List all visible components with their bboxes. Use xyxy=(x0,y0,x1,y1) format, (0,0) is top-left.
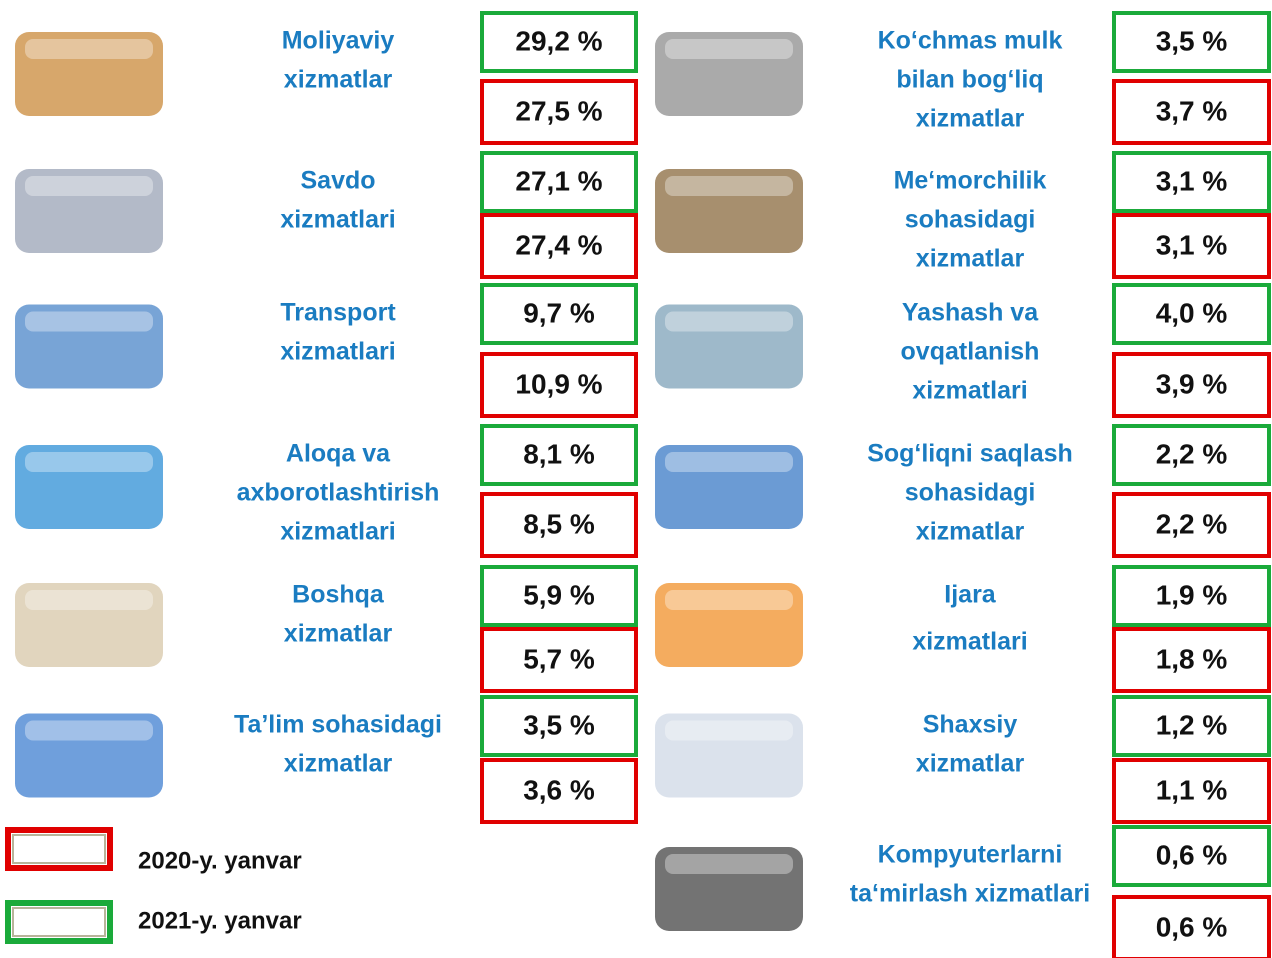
value-2020: 1,1 % xyxy=(1156,774,1228,805)
value-2020: 10,9 % xyxy=(515,368,602,399)
icon-shine xyxy=(665,590,793,610)
service-label: xizmatlar xyxy=(916,518,1025,546)
service-label: Ijara xyxy=(944,581,997,609)
value-2020: 8,5 % xyxy=(523,508,595,539)
service-label: Aloqa va xyxy=(286,440,391,468)
icon-shine xyxy=(665,721,793,741)
value-2020: 0,6 % xyxy=(1156,911,1228,942)
service-label: xizmatlari xyxy=(912,377,1027,405)
value-2020: 1,8 % xyxy=(1156,643,1228,674)
service-label: bilan bog‘liq xyxy=(896,66,1043,94)
service-label: xizmatlar xyxy=(284,66,393,94)
icon-shine xyxy=(25,590,153,610)
service-label: xizmatlari xyxy=(280,518,395,546)
value-2021: 9,7 % xyxy=(523,297,595,328)
value-2021: 3,5 % xyxy=(1156,25,1228,56)
service-label: xizmatlar xyxy=(284,620,393,648)
value-2020: 3,1 % xyxy=(1156,229,1228,260)
icon-shine xyxy=(25,39,153,59)
legend-2021: 2021-y. yanvar xyxy=(138,907,302,934)
service-label: Savdo xyxy=(300,167,375,195)
value-2021: 5,9 % xyxy=(523,579,595,610)
value-2020: 3,9 % xyxy=(1156,368,1228,399)
service-label: sohasidagi xyxy=(905,206,1036,234)
service-label: Kompyuterlarni xyxy=(878,841,1063,869)
icon-shine xyxy=(665,312,793,332)
service-label: Transport xyxy=(280,299,396,327)
service-label: ta‘mirlash xizmatlari xyxy=(850,880,1090,908)
service-label: Yashash va xyxy=(902,299,1039,327)
service-label: Boshqa xyxy=(292,581,385,609)
service-label: Ko‘chmas mulk xyxy=(878,27,1063,55)
value-2021: 2,2 % xyxy=(1156,438,1228,469)
service-label: Me‘morchilik xyxy=(894,167,1047,195)
value-2021: 8,1 % xyxy=(523,438,595,469)
value-2021: 1,2 % xyxy=(1156,709,1228,740)
value-2020: 3,7 % xyxy=(1156,95,1228,126)
icon-shine xyxy=(665,452,793,472)
value-2021: 29,2 % xyxy=(515,25,602,56)
legend-2020: 2020-y. yanvar xyxy=(138,847,302,874)
icon-shine xyxy=(665,854,793,874)
service-label: xizmatlar xyxy=(916,105,1025,133)
value-2020: 27,5 % xyxy=(515,95,602,126)
icon-shine xyxy=(25,452,153,472)
icon-shine xyxy=(25,176,153,196)
value-2021: 3,5 % xyxy=(523,709,595,740)
value-2021: 4,0 % xyxy=(1156,297,1228,328)
service-label: Sog‘liqni saqlash xyxy=(867,440,1073,468)
service-label: xizmatlari xyxy=(280,338,395,366)
service-label: Shaxsiy xyxy=(923,711,1018,739)
service-label: ovqatlanish xyxy=(901,338,1040,366)
service-label: Moliyaviy xyxy=(282,27,395,55)
service-label: sohasidagi xyxy=(905,479,1036,507)
value-2020: 27,4 % xyxy=(515,229,602,260)
icon-shine xyxy=(25,721,153,741)
service-label: axborotlashtirish xyxy=(237,479,440,507)
service-label: xizmatlari xyxy=(912,628,1027,656)
value-2020: 2,2 % xyxy=(1156,508,1228,539)
value-2021: 0,6 % xyxy=(1156,839,1228,870)
value-2021: 27,1 % xyxy=(515,165,602,196)
service-label: xizmatlar xyxy=(284,750,393,778)
service-label: xizmatlar xyxy=(916,245,1025,273)
value-2020: 3,6 % xyxy=(523,774,595,805)
service-label: xizmatlari xyxy=(280,206,395,234)
icon-shine xyxy=(25,312,153,332)
value-2021: 1,9 % xyxy=(1156,579,1228,610)
service-label: Ta’lim sohasidagi xyxy=(234,711,442,739)
icon-shine xyxy=(665,176,793,196)
infographic: 2020-y. yanvar 2021-y. yanvar Moliyaviy x… xyxy=(0,0,1272,958)
value-2021: 3,1 % xyxy=(1156,165,1228,196)
service-label: xizmatlar xyxy=(916,750,1025,778)
value-2020: 5,7 % xyxy=(523,643,595,674)
icon-shine xyxy=(665,39,793,59)
